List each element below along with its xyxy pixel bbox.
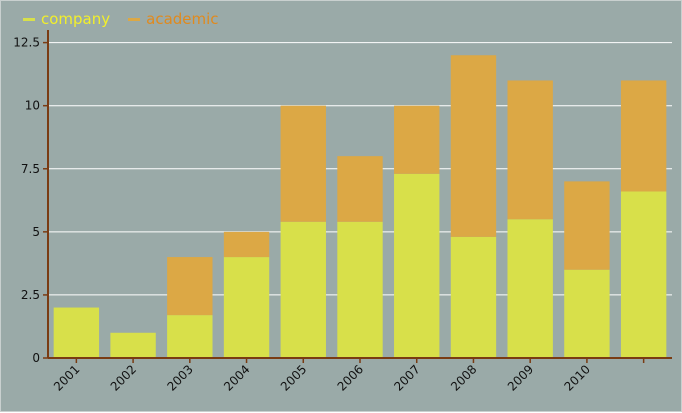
legend-swatch-academic: [128, 17, 141, 21]
bar-academic-2006[interactable]: [337, 156, 383, 222]
x-tick-label: 2007: [391, 362, 422, 393]
y-tick-label: 7.5: [21, 162, 40, 176]
x-tick-label: 2002: [108, 362, 139, 393]
bar-academic-extra[interactable]: [620, 80, 667, 192]
legend: company academic: [23, 10, 219, 28]
bar-company-2005[interactable]: [280, 221, 326, 358]
bar-company-2003[interactable]: [167, 315, 213, 358]
bar-company-2004[interactable]: [223, 257, 270, 358]
x-tick-label: 2010: [562, 362, 593, 393]
legend-swatch-company: [23, 17, 35, 21]
bar-academic-2009[interactable]: [507, 80, 553, 220]
bar-company-2009[interactable]: [507, 219, 553, 358]
x-tick-label: 2006: [335, 362, 366, 393]
y-tick-label: 12.5: [13, 36, 40, 50]
y-tick-label: 2.5: [21, 288, 40, 302]
bar-academic-2003[interactable]: [167, 257, 213, 316]
bar-company-2006[interactable]: [337, 221, 383, 358]
bar-academic-2010[interactable]: [564, 181, 610, 270]
x-tick-label: 2004: [221, 362, 252, 393]
y-tick-label: 0: [32, 351, 40, 365]
bar-company-2010[interactable]: [564, 269, 610, 358]
legend-label-company: company: [41, 10, 111, 28]
x-tick-label: 2005: [278, 362, 309, 393]
bar-academic-2007[interactable]: [394, 105, 440, 174]
legend-item-academic[interactable]: academic: [128, 10, 219, 28]
y-tick-label: 5: [32, 225, 40, 239]
x-tick-label: 2008: [448, 362, 479, 393]
x-tick-label: 2001: [51, 362, 82, 393]
x-tick-label: 2009: [505, 362, 536, 393]
bar-academic-2008[interactable]: [450, 55, 497, 237]
legend-item-company[interactable]: company: [23, 10, 110, 28]
bar-company-2008[interactable]: [450, 236, 497, 358]
bar-company-2002[interactable]: [110, 332, 156, 358]
bar-company-2001[interactable]: [53, 307, 100, 358]
legend-label-academic: academic: [146, 10, 219, 28]
bar-academic-2004[interactable]: [223, 231, 270, 258]
bar-company-2007[interactable]: [394, 173, 440, 358]
bar-company-extra[interactable]: [620, 191, 667, 358]
y-tick-label: 10: [25, 99, 40, 113]
x-tick-label: 2003: [164, 362, 195, 393]
bar-academic-2005[interactable]: [280, 105, 326, 222]
